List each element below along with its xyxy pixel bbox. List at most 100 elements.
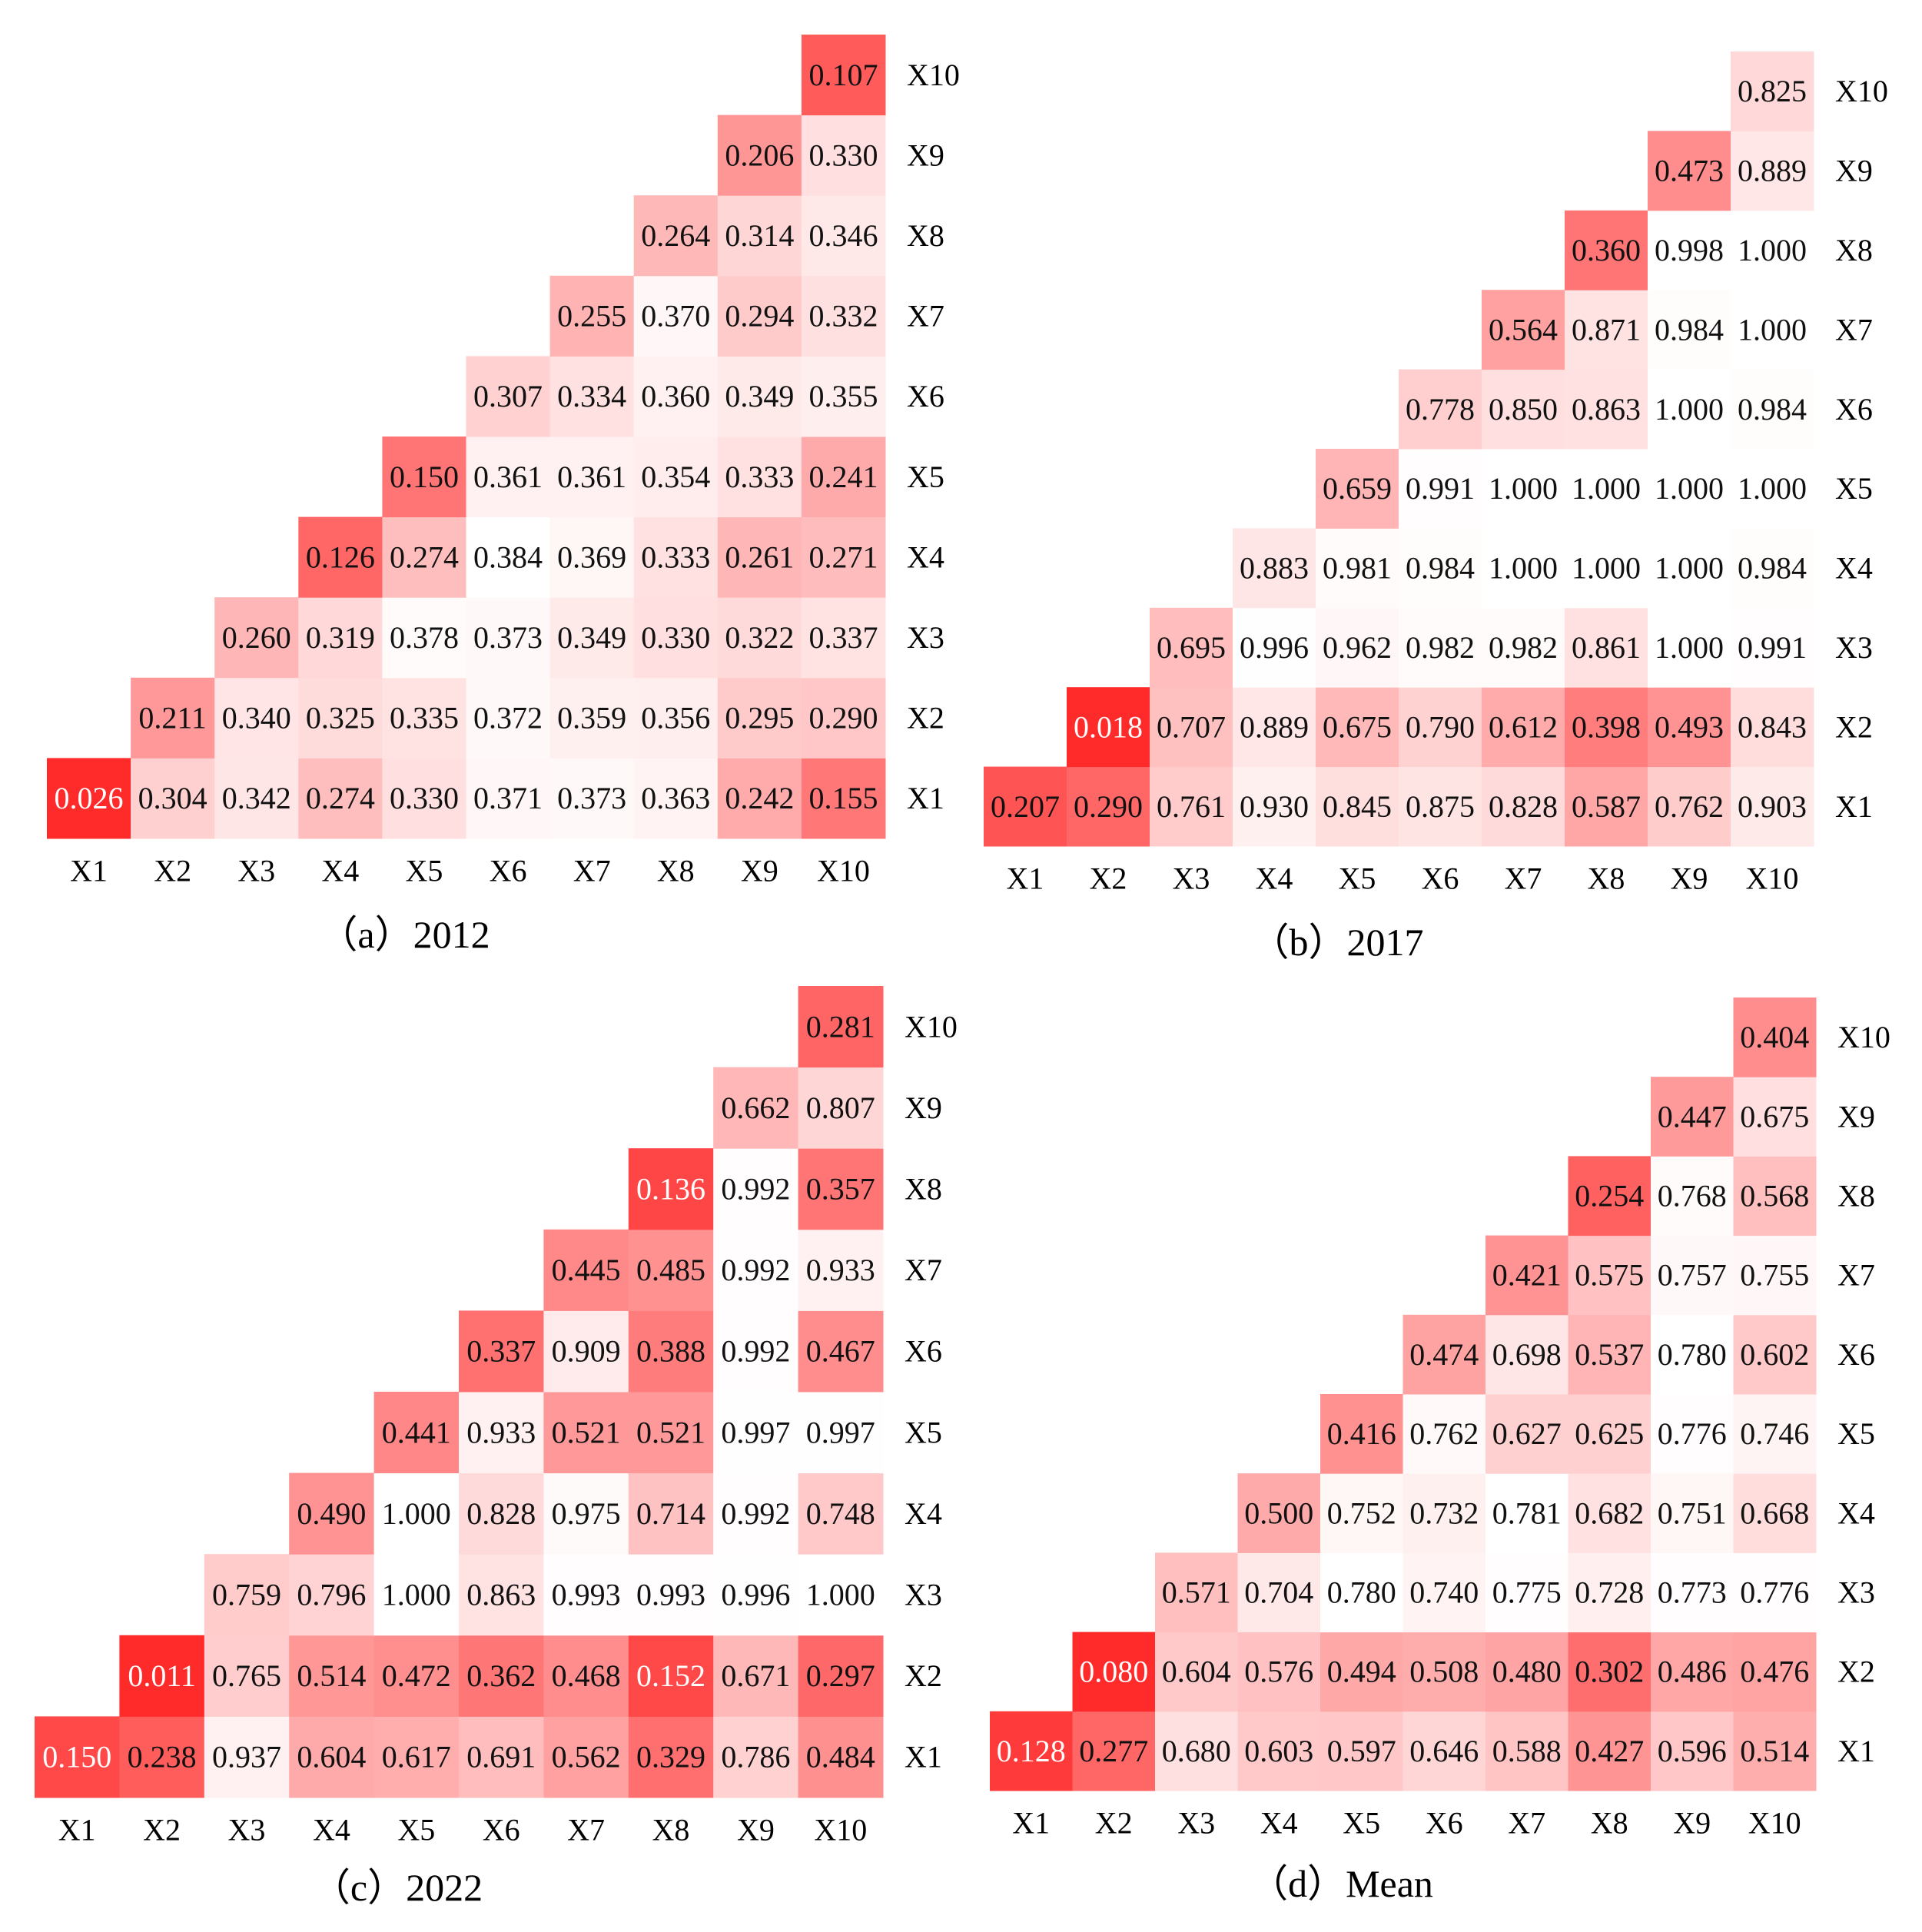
heat-cell [1648, 607, 1731, 688]
heat-cell [1316, 766, 1399, 847]
heat-cell [1733, 1077, 1817, 1157]
cell-label: 0.508 [1409, 1655, 1479, 1689]
cell-label: 0.982 [1489, 630, 1558, 665]
heat-cell [289, 1554, 375, 1636]
heat-cell [798, 1310, 884, 1393]
cell-label: 0.602 [1740, 1337, 1809, 1372]
cell-label: 0.588 [1492, 1734, 1562, 1768]
cell-label: 0.441 [382, 1415, 451, 1449]
y-tick-label: X6 [907, 379, 944, 413]
heat-cell [628, 1716, 714, 1798]
heat-cell [798, 1554, 884, 1636]
cell-label: 0.982 [1406, 630, 1475, 665]
cell-label: 0.152 [636, 1658, 705, 1693]
cell-label: 0.360 [641, 379, 710, 413]
heat-cell [1316, 607, 1399, 688]
heat-cell [1485, 1314, 1568, 1395]
heat-cell [1731, 607, 1814, 688]
cell-label: 0.752 [1327, 1495, 1396, 1530]
x-tick-label: X8 [652, 1813, 690, 1847]
y-tick-label: X4 [1835, 551, 1873, 586]
heat-cell [801, 516, 886, 598]
cell-label: 0.500 [1244, 1495, 1313, 1530]
heat-cell [549, 597, 635, 679]
cell-label: 0.264 [641, 218, 710, 253]
x-tick-label: X2 [143, 1813, 181, 1847]
cell-label: 0.369 [557, 539, 626, 574]
heat-cell [798, 1392, 884, 1474]
heat-cell [1402, 1552, 1486, 1633]
heat-cell [628, 1392, 714, 1474]
cell-label: 0.373 [473, 620, 543, 655]
x-tick-label: X4 [1260, 1806, 1298, 1841]
heat-cell [1648, 210, 1731, 290]
heat-cell [459, 1554, 544, 1636]
cell-label: 0.695 [1157, 630, 1226, 665]
heat-cell [1565, 210, 1648, 290]
heat-cell [717, 437, 802, 518]
heat-cell [1399, 369, 1482, 450]
cell-label: 0.825 [1738, 74, 1807, 108]
heat-cell [801, 115, 886, 196]
cell-label: 0.714 [636, 1496, 705, 1531]
heat-cell [466, 356, 551, 437]
panel-caption: （a）2012 [319, 913, 490, 956]
heat-cell [1565, 687, 1648, 768]
cell-label: 0.991 [1738, 630, 1807, 665]
cell-label: 0.340 [222, 701, 291, 735]
heat-cell [801, 356, 886, 437]
heat-cell [1402, 1711, 1486, 1791]
x-tick-label: X5 [397, 1813, 435, 1847]
cell-label: 0.680 [1162, 1734, 1231, 1768]
heat-cell [1237, 1711, 1321, 1791]
y-tick-label: X10 [907, 58, 960, 92]
cell-label: 0.992 [721, 1253, 790, 1287]
heat-cell [1731, 528, 1814, 609]
heat-cell [713, 1067, 799, 1149]
heat-cell [1072, 1711, 1156, 1791]
y-tick-label: X2 [1837, 1655, 1875, 1689]
cell-label: 0.962 [1323, 630, 1392, 665]
heat-cell [459, 1310, 544, 1393]
cell-label: 0.330 [641, 620, 710, 655]
cell-label: 0.778 [1406, 392, 1475, 427]
cell-label: 0.484 [806, 1740, 875, 1774]
heat-cell [1233, 766, 1316, 847]
cell-label: 0.790 [1406, 709, 1475, 744]
heat-cell [298, 516, 383, 598]
cell-label: 0.984 [1406, 551, 1475, 586]
x-tick-label: X2 [1095, 1806, 1133, 1841]
heat-cell [1399, 607, 1482, 688]
cell-label: 0.277 [1079, 1734, 1148, 1768]
heat-cell [801, 758, 886, 839]
cell-label: 0.889 [1240, 709, 1309, 744]
heat-cell [1402, 1632, 1486, 1712]
heat-cell [214, 758, 299, 839]
y-tick-label: X10 [905, 1009, 958, 1044]
y-tick-label: X4 [1837, 1495, 1875, 1530]
x-tick-label: X2 [1090, 861, 1127, 896]
cell-label: 0.361 [473, 460, 543, 494]
heat-cell [373, 1635, 460, 1717]
heat-cell [798, 1229, 884, 1311]
heat-cell [373, 1392, 460, 1474]
heat-cell [1402, 1394, 1486, 1474]
cell-label: 0.427 [1575, 1734, 1644, 1768]
cell-label: 0.474 [1409, 1337, 1479, 1372]
heat-cell [466, 597, 551, 679]
cell-label: 0.155 [808, 781, 878, 815]
x-tick-label: X10 [1748, 1806, 1801, 1841]
cell-label: 0.992 [721, 1172, 790, 1207]
heat-cell [204, 1635, 290, 1717]
heat-cell [1733, 1235, 1817, 1316]
y-tick-label: X5 [1837, 1416, 1875, 1451]
y-tick-label: X9 [1837, 1099, 1875, 1134]
cell-label: 0.297 [806, 1658, 875, 1693]
heat-cell [119, 1635, 205, 1717]
y-tick-label: X6 [1837, 1337, 1875, 1372]
y-tick-label: X7 [905, 1253, 942, 1287]
heat-cell [1648, 687, 1731, 768]
heat-cell [1565, 290, 1648, 370]
cell-label: 1.000 [1489, 471, 1558, 506]
x-tick-label: X5 [406, 854, 443, 888]
